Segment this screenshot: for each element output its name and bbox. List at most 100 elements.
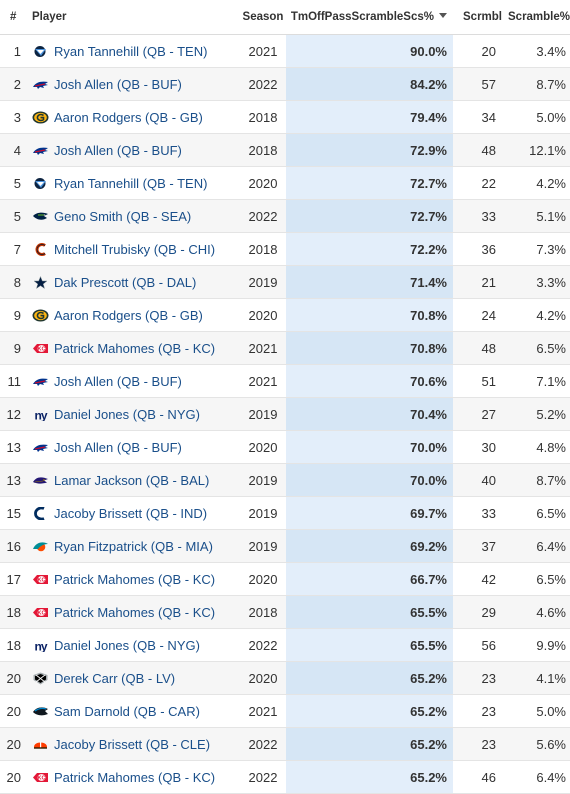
scramble-pct-cell: 3.3% (508, 265, 570, 299)
rank-cell: 4 (0, 133, 28, 167)
table-row: 4 Josh Allen (QB - BUF) 2018 72.9% 48 12.1% (0, 133, 570, 167)
scrambles-cell: 23 (453, 661, 508, 695)
rank-cell: 3 (0, 100, 28, 134)
season-cell: 2019 (240, 496, 286, 530)
column-header-success[interactable]: TmOffPassScrambleScs% (286, 0, 453, 35)
table-row: 9 KC Patrick Mahomes (QB - KC) 2021 70.8% 48 6… (0, 331, 570, 365)
scrambles-cell: 36 (453, 232, 508, 266)
ravens-logo-icon (32, 474, 49, 487)
scramble-pct-cell: 5.2% (508, 397, 570, 431)
dolphins-logo-icon (32, 540, 49, 553)
player-link[interactable]: Daniel Jones (QB - NYG) (54, 637, 200, 653)
column-header-scrambles[interactable]: Scrmbl (453, 0, 508, 35)
season-cell: 2020 (240, 562, 286, 596)
column-header-player[interactable]: Player (28, 0, 240, 35)
scrambles-cell: 46 (453, 760, 508, 794)
rank-cell: 20 (0, 694, 28, 728)
success-rate-cell: 70.8% (286, 331, 453, 365)
success-rate-cell: 72.2% (286, 232, 453, 266)
table-row: 18 ny Daniel Jones (QB - NYG) 2022 65.5% 56 9.… (0, 628, 570, 662)
player-link[interactable]: Derek Carr (QB - LV) (54, 670, 176, 686)
scramble-pct-cell: 4.8% (508, 430, 570, 464)
column-header-scramble-pct[interactable]: Scramble% (508, 0, 570, 35)
success-rate-cell: 65.2% (286, 694, 453, 728)
scramble-pct-cell: 4.6% (508, 595, 570, 629)
column-header-season[interactable]: Season (240, 0, 286, 35)
player-link[interactable]: Patrick Mahomes (QB - KC) (54, 340, 216, 356)
player-link[interactable]: Ryan Fitzpatrick (QB - MIA) (54, 538, 213, 554)
rank-cell: 8 (0, 265, 28, 299)
player-cell: Derek Carr (QB - LV) (28, 661, 240, 695)
player-link[interactable]: Sam Darnold (QB - CAR) (54, 703, 200, 719)
scramble-pct-cell: 5.1% (508, 199, 570, 233)
packers-logo-icon (32, 309, 49, 322)
chiefs-logo-icon: KC (32, 606, 49, 619)
player-link[interactable]: Ryan Tannehill (QB - TEN) (54, 175, 208, 191)
scrambles-cell: 48 (453, 133, 508, 167)
player-link[interactable]: Jacoby Brissett (QB - CLE) (54, 736, 211, 752)
scramble-pct-cell: 6.5% (508, 562, 570, 596)
rank-cell: 7 (0, 232, 28, 266)
season-cell: 2021 (240, 694, 286, 728)
player-cell: Josh Allen (QB - BUF) (28, 67, 240, 101)
season-cell: 2022 (240, 67, 286, 101)
rank-cell: 20 (0, 661, 28, 695)
success-rate-cell: 72.7% (286, 199, 453, 233)
player-link[interactable]: Jacoby Brissett (QB - IND) (54, 505, 208, 521)
player-link[interactable]: Geno Smith (QB - SEA) (54, 208, 192, 224)
player-cell: Jacoby Brissett (QB - CLE) (28, 727, 240, 761)
player-link[interactable]: Dak Prescott (QB - DAL) (54, 274, 197, 290)
scrambles-cell: 24 (453, 298, 508, 332)
player-cell: ny Daniel Jones (QB - NYG) (28, 628, 240, 662)
success-rate-cell: 72.9% (286, 133, 453, 167)
column-header-rank[interactable]: # (0, 0, 28, 35)
player-link[interactable]: Mitchell Trubisky (QB - CHI) (54, 241, 216, 257)
success-rate-cell: 84.2% (286, 67, 453, 101)
player-link[interactable]: Aaron Rodgers (QB - GB) (54, 307, 203, 323)
player-link[interactable]: Josh Allen (QB - BUF) (54, 142, 182, 158)
season-cell: 2019 (240, 397, 286, 431)
success-rate-cell: 70.0% (286, 430, 453, 464)
rank-cell: 16 (0, 529, 28, 563)
table-row: 20 Jacoby Brissett (QB - CLE) 2022 65.2% 23 5… (0, 727, 570, 761)
table-row: 15 Jacoby Brissett (QB - IND) 2019 69.7% 33 6… (0, 496, 570, 530)
player-link[interactable]: Patrick Mahomes (QB - KC) (54, 604, 216, 620)
player-link[interactable]: Daniel Jones (QB - NYG) (54, 406, 200, 422)
player-link[interactable]: Josh Allen (QB - BUF) (54, 373, 182, 389)
success-rate-cell: 69.7% (286, 496, 453, 530)
player-link[interactable]: Josh Allen (QB - BUF) (54, 76, 182, 92)
svg-text:KC: KC (38, 346, 46, 352)
season-cell: 2022 (240, 199, 286, 233)
scrambles-cell: 30 (453, 430, 508, 464)
success-rate-cell: 65.5% (286, 628, 453, 662)
scrambles-cell: 22 (453, 166, 508, 200)
table-row: 20 KC Patrick Mahomes (QB - KC) 2022 65.2% 46… (0, 760, 570, 794)
table-row: 5 Ryan Tannehill (QB - TEN) 2020 72.7% 22 4.2… (0, 166, 570, 200)
player-link[interactable]: Aaron Rodgers (QB - GB) (54, 109, 203, 125)
player-link[interactable]: Lamar Jackson (QB - BAL) (54, 472, 210, 488)
player-link[interactable]: Patrick Mahomes (QB - KC) (54, 769, 216, 785)
packers-logo-icon (32, 111, 49, 124)
scramble-pct-cell: 5.0% (508, 694, 570, 728)
scrambles-cell: 27 (453, 397, 508, 431)
player-cell: Josh Allen (QB - BUF) (28, 364, 240, 398)
success-rate-cell: 70.6% (286, 364, 453, 398)
sort-descending-icon (439, 13, 447, 18)
table-row: 2 Josh Allen (QB - BUF) 2022 84.2% 57 8.7% (0, 67, 570, 101)
scramble-pct-cell: 6.4% (508, 760, 570, 794)
rank-cell: 13 (0, 430, 28, 464)
player-link[interactable]: Patrick Mahomes (QB - KC) (54, 571, 216, 587)
rank-cell: 17 (0, 562, 28, 596)
rank-cell: 18 (0, 628, 28, 662)
player-cell: Mitchell Trubisky (QB - CHI) (28, 232, 240, 266)
scramble-pct-cell: 8.7% (508, 463, 570, 497)
player-cell: KC Patrick Mahomes (QB - KC) (28, 562, 240, 596)
chiefs-logo-icon: KC (32, 342, 49, 355)
success-rate-cell: 66.7% (286, 562, 453, 596)
panthers-logo-icon (32, 705, 49, 718)
season-cell: 2018 (240, 133, 286, 167)
player-link[interactable]: Ryan Tannehill (QB - TEN) (54, 43, 208, 59)
player-cell: Ryan Tannehill (QB - TEN) (28, 166, 240, 200)
player-link[interactable]: Josh Allen (QB - BUF) (54, 439, 182, 455)
svg-text:KC: KC (38, 775, 46, 781)
